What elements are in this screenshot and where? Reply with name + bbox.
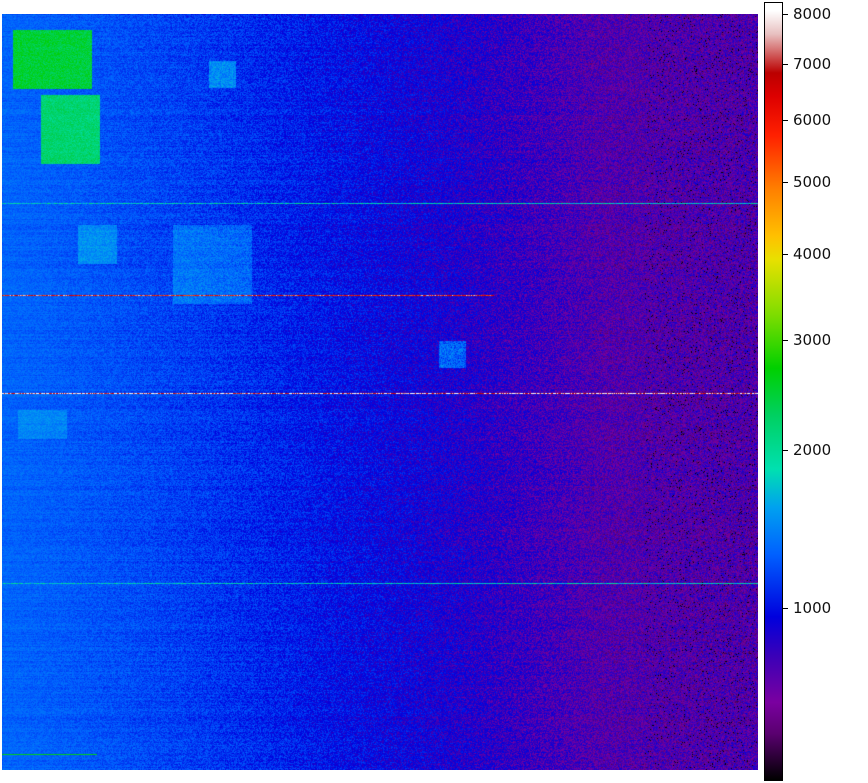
colorbar-tick-mark [783,254,788,256]
colorbar-tick-mark [783,340,788,342]
colorbar-tick-label: 3000 [793,331,832,350]
colorbar-tick-mark [783,119,788,121]
heatmap-image [2,14,758,770]
colorbar-tick-mark [783,608,788,610]
colorbar-tick-label: 1000 [793,599,832,618]
colorbar-tick-label: 2000 [793,440,832,459]
colorbar-tick-label: 4000 [793,245,832,264]
colorbar-tick-mark [783,182,788,184]
colorbar-tick-mark [783,13,788,15]
colorbar-tick-mark [783,64,788,66]
colorbar-tick-label: 8000 [793,4,832,23]
colorbar-tick-label: 6000 [793,110,832,129]
colorbar-tick-label: 5000 [793,173,832,192]
colorbar-tick-label: 7000 [793,55,832,74]
colorbar-tick-mark [783,449,788,451]
colorbar [764,2,783,781]
